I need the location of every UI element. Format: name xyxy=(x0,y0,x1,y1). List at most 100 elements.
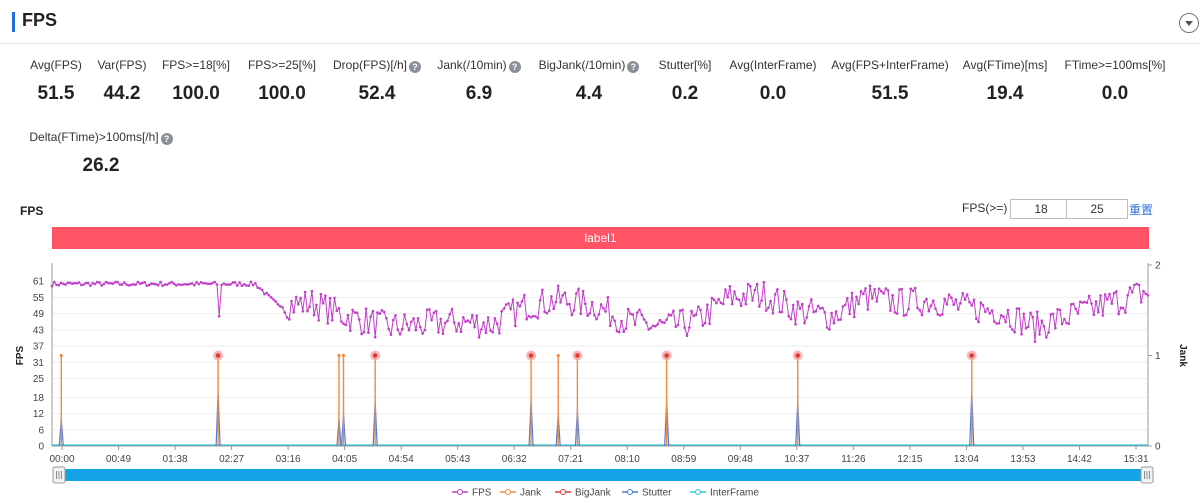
fps-point xyxy=(1083,300,1086,304)
fps-point xyxy=(335,309,339,313)
fps-point xyxy=(459,330,463,334)
fps-threshold-input-low[interactable] xyxy=(1010,199,1072,219)
fps-point xyxy=(385,316,388,320)
fps-point xyxy=(367,331,370,334)
stat-label-text: Var(FPS) xyxy=(97,58,147,72)
fps-point xyxy=(762,280,766,284)
fps-threshold-input-high[interactable] xyxy=(1066,199,1128,219)
collapse-chevron-icon[interactable] xyxy=(1179,13,1199,33)
fps-point xyxy=(285,316,289,319)
fps-point xyxy=(697,305,700,308)
fps-point xyxy=(694,313,698,316)
fps-point xyxy=(534,315,537,318)
fps-point xyxy=(936,313,940,316)
fps-point xyxy=(213,280,216,284)
label-band[interactable]: label1 xyxy=(52,227,1149,249)
x-tick-label: 06:32 xyxy=(502,454,527,465)
fps-point xyxy=(988,312,992,315)
fps-point xyxy=(376,311,379,314)
fps-point xyxy=(620,319,623,323)
fps-point xyxy=(378,312,382,315)
fps-point xyxy=(642,318,646,321)
bigjank-marker xyxy=(372,353,378,358)
fps-point xyxy=(82,283,85,286)
fps-point xyxy=(330,318,334,322)
fps-point xyxy=(319,292,323,296)
fps-point xyxy=(575,292,578,295)
fps-point xyxy=(902,314,906,317)
help-icon[interactable]: ? xyxy=(160,133,173,145)
legend-item-stutter[interactable]: Stutter xyxy=(622,488,672,499)
fps-point xyxy=(73,281,76,285)
stat-11: FTime>=100ms[%] 0.0 xyxy=(1030,56,1200,105)
fps-point xyxy=(823,311,827,314)
fps-point xyxy=(1063,317,1066,321)
fps-point xyxy=(62,282,65,286)
fps-point xyxy=(1128,286,1132,289)
fps-point xyxy=(789,317,793,321)
reset-link[interactable]: 重置 xyxy=(1129,203,1154,217)
fps-point xyxy=(443,321,447,325)
x-tick-label: 00:49 xyxy=(106,454,131,465)
legend-marker xyxy=(505,489,511,495)
fps-point xyxy=(893,311,897,314)
fps-point xyxy=(299,296,302,300)
fps-point xyxy=(170,280,174,284)
fps-point xyxy=(690,309,693,313)
fps-point xyxy=(1008,325,1012,328)
fps-point xyxy=(541,288,544,292)
fps-point xyxy=(274,300,278,303)
stat-10: Avg(FTime)[ms] 19.4 xyxy=(920,56,1090,105)
fps-point xyxy=(398,333,402,336)
fps-point xyxy=(292,310,296,314)
fps-point xyxy=(764,309,768,312)
fps-point xyxy=(1024,326,1028,330)
help-icon[interactable]: ? xyxy=(508,61,521,73)
help-icon[interactable]: ? xyxy=(409,61,421,73)
fps-point xyxy=(269,296,273,299)
fps-point xyxy=(929,304,933,307)
fps-point xyxy=(1022,312,1025,316)
y-axis-title: FPS xyxy=(15,345,26,365)
fps-point xyxy=(866,308,870,311)
fps-point xyxy=(925,297,928,301)
stat-4: Drop(FPS)[/h]? 52.4 xyxy=(292,56,462,105)
fps-point xyxy=(118,283,122,286)
stat-value: 100.0 xyxy=(172,83,220,104)
fps-point xyxy=(468,321,472,324)
x-tick-label: 13:04 xyxy=(954,454,979,465)
fps-point xyxy=(1139,301,1143,304)
fps-point xyxy=(156,283,160,287)
legend-item-jank[interactable]: Jank xyxy=(500,488,542,499)
fps-point xyxy=(441,332,445,336)
fps-point xyxy=(1103,293,1107,296)
legend-item-fps[interactable]: FPS xyxy=(452,488,492,499)
fps-point xyxy=(308,305,311,308)
legend-item-interframe[interactable]: InterFrame xyxy=(690,488,759,499)
help-icon[interactable]: ? xyxy=(627,61,640,73)
fps-point xyxy=(1092,313,1096,317)
stat-7: Stutter[%] 0.2 xyxy=(600,56,770,105)
fps-point xyxy=(1040,319,1044,322)
fps-point xyxy=(64,283,67,286)
fps-point xyxy=(1002,315,1005,318)
legend-item-bigjank[interactable]: BigJank xyxy=(555,488,612,499)
fps-point xyxy=(932,299,935,302)
fps-point xyxy=(692,314,696,318)
fps-point xyxy=(493,317,497,320)
fps-point xyxy=(626,307,630,311)
legend-label: FPS xyxy=(472,488,492,499)
fps-point xyxy=(538,298,542,302)
fps-point xyxy=(776,288,779,291)
fps-point xyxy=(943,297,946,301)
fps-point xyxy=(432,311,436,314)
fps-point xyxy=(412,317,415,320)
zoom-slider-track[interactable] xyxy=(58,469,1150,481)
fps-point xyxy=(825,326,829,329)
stat-label-text: FTime>=100ms[%] xyxy=(1064,58,1166,72)
fps-series-line xyxy=(51,280,1149,342)
fps-point xyxy=(1033,340,1037,343)
fps-point xyxy=(1013,330,1016,334)
fps-point xyxy=(796,300,799,303)
fps-point xyxy=(147,283,151,287)
